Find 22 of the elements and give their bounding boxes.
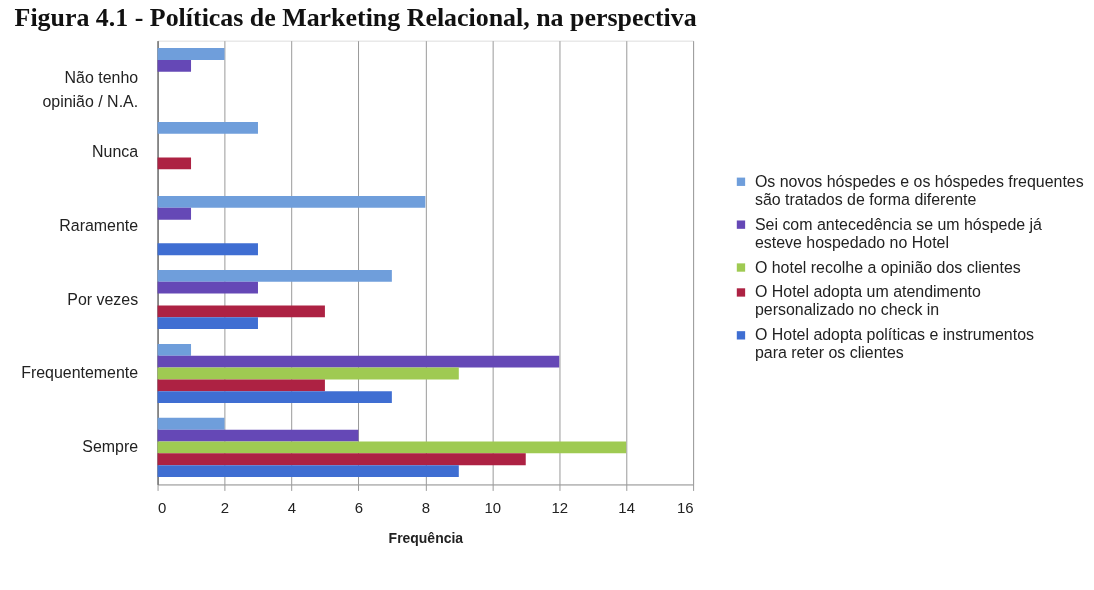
x-tick-label: 14 (618, 498, 635, 516)
y-tick-label: Frequentemente (21, 364, 139, 382)
x-tick-label: 8 (421, 498, 430, 516)
x-axis-title: Frequência (388, 529, 464, 546)
x-tick-label: 4 (287, 498, 297, 516)
y-tick-label: Raramente (59, 216, 139, 234)
x-tick-label: 0 (158, 498, 167, 516)
y-tick-label: Não tenho opinião / N.A. (42, 68, 139, 110)
y-tick-label: Por vezes (67, 290, 139, 308)
x-tick-label: 16 (676, 498, 694, 516)
x-tick-label: 6 (354, 498, 364, 516)
y-tick-label: Nunca (92, 142, 139, 160)
legend-label: O Hotel adopta políticas e instrumentos para reter os clientes (754, 326, 1035, 362)
legend-label: Sei com antecedência se um hóspede já esteve hospedado no Hotel (754, 215, 1043, 251)
x-tick-label: 2 (220, 498, 230, 516)
x-tick-label: 12 (551, 498, 569, 516)
x-tick-label: 10 (484, 498, 502, 516)
y-tick-label: Sempre (82, 438, 139, 456)
legend-label: O Hotel adopta um atendimento personalizado no check in (754, 283, 981, 319)
legend-label: O hotel recolhe a opinião dos clientes (754, 258, 1021, 276)
legend-label: Os novos hóspedes e os hóspedes frequentes são tratados de forma diferente (754, 172, 1084, 208)
chart-title: Figura 4.1 - Políticas de Marketing Relacional, na perspectiva (14, 2, 697, 32)
